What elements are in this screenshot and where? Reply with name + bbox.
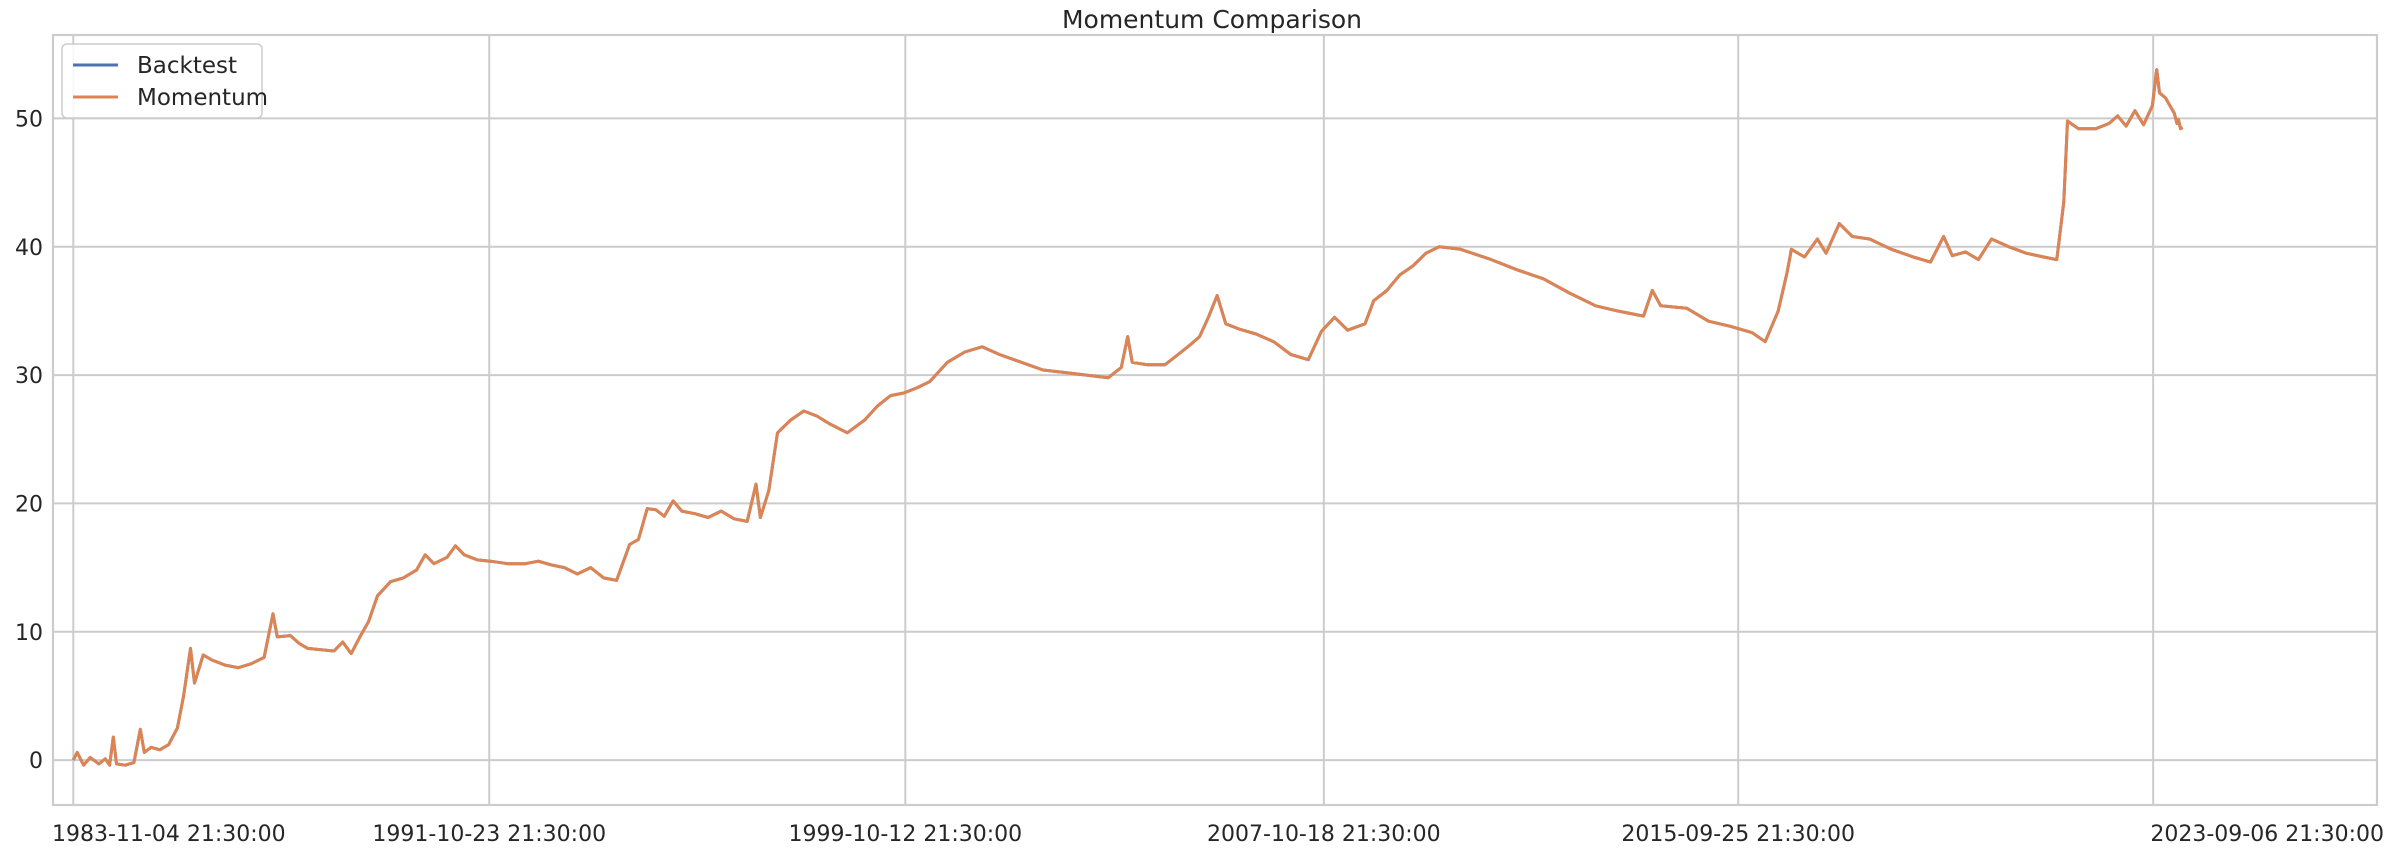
legend-label-backtest: Backtest [137, 53, 237, 79]
x-tick-label: 1991-10-23 21:30:00 [372, 822, 606, 847]
grid-lines [53, 35, 2377, 805]
legend-box [61, 43, 263, 119]
y-tick-label: 0 [29, 749, 43, 774]
x-tick-label: 1999-10-12 21:30:00 [789, 822, 1023, 847]
series-lines [71, 68, 2184, 767]
y-tick-label: 10 [15, 621, 43, 646]
x-tick-label: 2023-09-06 21:30:00 [2150, 822, 2384, 847]
series-line-backtest [71, 68, 2184, 767]
x-tick-label: 2007-10-18 21:30:00 [1207, 822, 1441, 847]
y-tick-label: 20 [15, 492, 43, 517]
chart-title: Momentum Comparison [1062, 5, 1362, 34]
series-line-momentum [71, 68, 2184, 767]
x-tick-label: 1983-11-04 21:30:00 [52, 822, 286, 847]
legend: Backtest Momentum [61, 43, 268, 119]
legend-label-momentum: Momentum [137, 85, 268, 111]
x-axis-ticks: 1983-11-04 21:30:00 1991-10-23 21:30:00 19… [52, 822, 2384, 847]
y-axis-ticks: 0 10 20 30 40 50 [15, 107, 43, 774]
y-tick-label: 40 [15, 236, 43, 261]
y-tick-label: 30 [15, 364, 43, 389]
y-tick-label: 50 [15, 107, 43, 132]
plot-area-border [51, 33, 2379, 807]
x-tick-label: 2015-09-25 21:30:00 [1621, 822, 1855, 847]
